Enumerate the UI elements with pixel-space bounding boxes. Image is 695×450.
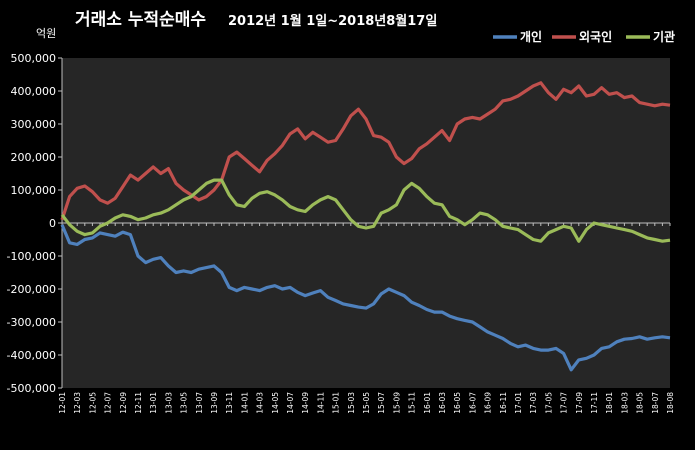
series-line-1 [60,81,671,221]
chart-title: 거래소 누적순매수 [75,10,206,30]
x-tick-label: 13-11 [225,392,234,414]
y-tick-label: -400,000 [7,349,56,362]
y-axis: 500,000 400,000 300,000 200,000 100,000 0 -100… [7,52,63,395]
x-tick-label: 15-11 [408,392,417,414]
y-tick-label: 100,000 [11,184,57,197]
y-tick-label: -200,000 [7,283,56,296]
x-tick-label: 16-07 [468,392,477,414]
x-tick-label: 13-05 [180,392,189,414]
series-line-2 [60,178,671,243]
y-tick-label: 300,000 [11,118,57,131]
x-tick-label: 17-01 [514,392,523,414]
legend-label-2: 기관 [653,29,675,44]
y-tick-label: 200,000 [11,151,57,164]
legend: 개인 외국인 기관 [493,29,675,44]
x-tick-label: 16-05 [453,392,462,414]
x-tick-label: 18-05 [636,392,645,414]
x-tick-label: 16-01 [423,392,432,414]
x-tick-label: 15-09 [392,392,401,414]
x-tick-label: 15-07 [377,392,386,414]
y-tick-label: -100,000 [7,250,56,263]
x-tick-label: 18-01 [605,392,614,414]
x-tick-label: 15-03 [347,392,356,414]
legend-label-0: 개인 [520,29,542,44]
y-axis-unit-label: 억원 [36,27,56,40]
x-tick-label: 17-05 [544,392,553,414]
x-tick-label: 16-03 [438,392,447,414]
series-group [60,81,671,372]
x-tick-label: 15-01 [332,392,341,414]
x-tick-label: 12-05 [88,392,97,414]
y-tick-label: -500,000 [7,382,56,395]
x-tick-label: 13-01 [149,392,158,414]
y-tick-label: 400,000 [11,85,57,98]
y-tick-label: 500,000 [11,52,57,65]
x-tick-label: 14-01 [240,392,249,414]
x-tick-label: 15-05 [362,392,371,414]
x-tick-label: 14-07 [286,392,295,414]
x-tick-label: 16-11 [499,392,508,414]
y-tick-label: -300,000 [7,316,56,329]
x-tick-label: 12-01 [58,392,67,414]
x-tick-label: 18-03 [620,392,629,414]
x-tick-label: 14-05 [271,392,280,414]
x-tick-label: 13-03 [164,392,173,414]
x-tick-label: 13-09 [210,392,219,414]
x-tick-label: 12-09 [119,392,128,414]
x-tick-label: 16-09 [484,392,493,414]
x-axis: 12-01 12-03 12-05 12-07 12-09 12-11 13-01 13-03… [58,222,675,414]
x-tick-label: 18-08 [666,392,675,414]
legend-label-1: 외국인 [579,29,612,44]
x-tick-label: 14-03 [256,392,265,414]
x-tick-label: 14-09 [301,392,310,414]
x-tick-label: 17-09 [575,392,584,414]
x-tick-label: 17-11 [590,392,599,414]
x-tick-label: 12-07 [104,392,113,414]
x-tick-label: 17-07 [560,392,569,414]
series-line-0 [60,224,671,372]
chart-subtitle: 2012년 1월 1일~2018년8월17일 [228,13,437,29]
x-tick-label: 17-03 [529,392,538,414]
x-tick-label: 12-03 [73,392,82,414]
x-tick-label: 12-11 [134,392,143,414]
x-tick-label: 18-07 [651,392,660,414]
x-tick-label: 14-11 [316,392,325,414]
y-tick-label: 0 [49,217,56,230]
x-tick-label: 13-07 [195,392,204,414]
